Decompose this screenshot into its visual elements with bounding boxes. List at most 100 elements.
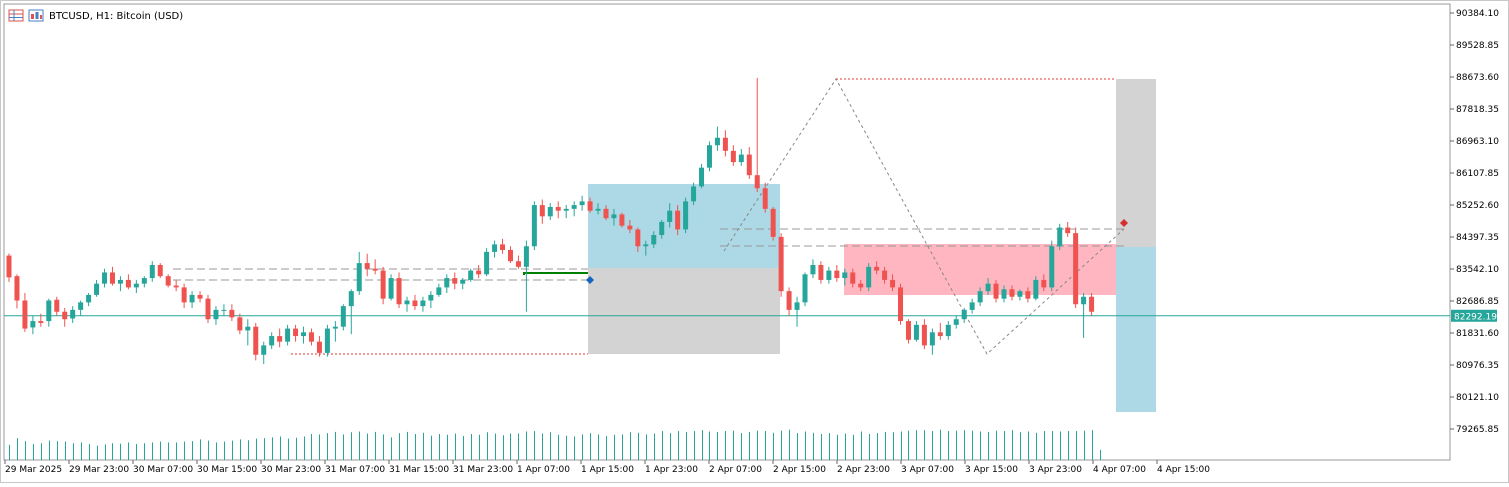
candle[interactable] xyxy=(332,321,338,342)
candle[interactable] xyxy=(420,296,426,312)
candle[interactable] xyxy=(149,261,155,282)
candle[interactable] xyxy=(993,279,999,303)
candle[interactable] xyxy=(603,205,609,221)
candle[interactable] xyxy=(1009,285,1015,301)
candle[interactable] xyxy=(1073,227,1079,308)
candle[interactable] xyxy=(754,77,760,193)
candle[interactable] xyxy=(762,182,768,213)
candle[interactable] xyxy=(205,294,211,323)
candle[interactable] xyxy=(706,141,712,172)
candle[interactable] xyxy=(794,296,800,327)
candle[interactable] xyxy=(253,322,259,361)
candle[interactable] xyxy=(86,293,92,307)
candle[interactable] xyxy=(444,274,450,294)
candle[interactable] xyxy=(277,328,283,348)
candle[interactable] xyxy=(746,147,752,179)
candle[interactable] xyxy=(492,240,498,258)
candle[interactable] xyxy=(30,315,36,335)
candle[interactable] xyxy=(1041,274,1047,292)
candle[interactable] xyxy=(1057,223,1063,250)
candle[interactable] xyxy=(555,201,561,219)
candle[interactable] xyxy=(770,206,776,241)
candle[interactable] xyxy=(412,294,418,310)
candle[interactable] xyxy=(62,307,68,327)
candle[interactable] xyxy=(929,328,935,355)
candle[interactable] xyxy=(324,324,330,357)
candle[interactable] xyxy=(117,276,123,292)
candle[interactable] xyxy=(937,322,943,340)
candle[interactable] xyxy=(571,201,577,217)
candlesticks[interactable] xyxy=(6,77,1095,365)
candle[interactable] xyxy=(1001,285,1007,303)
candle[interactable] xyxy=(850,268,856,288)
candle[interactable] xyxy=(531,201,537,250)
candle[interactable] xyxy=(834,264,840,282)
candle[interactable] xyxy=(890,274,896,292)
candle[interactable] xyxy=(460,278,466,290)
candle[interactable] xyxy=(428,291,434,308)
candle[interactable] xyxy=(293,324,299,342)
candle[interactable] xyxy=(675,205,681,236)
candle[interactable] xyxy=(539,199,545,224)
candle[interactable] xyxy=(245,319,251,346)
candle[interactable] xyxy=(14,274,20,309)
candle[interactable] xyxy=(683,197,689,234)
candle[interactable] xyxy=(691,182,697,206)
candle[interactable] xyxy=(977,287,983,307)
candle[interactable] xyxy=(667,203,673,228)
candle[interactable] xyxy=(515,255,521,269)
candle[interactable] xyxy=(380,266,386,305)
candle[interactable] xyxy=(866,263,872,292)
candle[interactable] xyxy=(635,227,641,252)
candle[interactable] xyxy=(70,306,76,323)
candle[interactable] xyxy=(882,266,888,284)
candle[interactable] xyxy=(141,276,147,288)
candle[interactable] xyxy=(1049,240,1055,292)
candle[interactable] xyxy=(213,306,219,325)
candle[interactable] xyxy=(969,298,975,314)
candle[interactable] xyxy=(316,336,322,357)
candle[interactable] xyxy=(109,266,115,286)
candle[interactable] xyxy=(699,163,705,189)
candle[interactable] xyxy=(643,240,649,256)
candle[interactable] xyxy=(738,148,744,166)
candle[interactable] xyxy=(356,251,362,295)
candle[interactable] xyxy=(436,283,442,297)
chart-icon[interactable] xyxy=(28,9,44,22)
candle[interactable] xyxy=(133,279,139,294)
candle[interactable] xyxy=(372,259,378,275)
candle[interactable] xyxy=(181,283,187,308)
candle[interactable] xyxy=(1065,221,1071,237)
candle[interactable] xyxy=(221,304,227,316)
candle[interactable] xyxy=(388,274,394,301)
candle[interactable] xyxy=(627,220,633,234)
candle[interactable] xyxy=(818,261,824,284)
candle[interactable] xyxy=(611,208,617,226)
candle[interactable] xyxy=(468,268,474,282)
candle[interactable] xyxy=(921,319,927,350)
candle[interactable] xyxy=(78,300,84,316)
time-axis[interactable]: 29 Mar 2025 29 Mar 23:00 30 Mar 07:00 30 Ma… xyxy=(4,460,1210,475)
candle[interactable] xyxy=(308,328,314,346)
candle[interactable] xyxy=(953,315,959,329)
candle[interactable] xyxy=(229,304,235,322)
candle[interactable] xyxy=(54,296,60,316)
candle[interactable] xyxy=(1081,293,1087,338)
candle[interactable] xyxy=(898,283,904,325)
candle[interactable] xyxy=(1017,289,1023,301)
candle[interactable] xyxy=(6,253,12,282)
candle[interactable] xyxy=(1089,293,1095,316)
candle[interactable] xyxy=(1025,287,1031,303)
candle[interactable] xyxy=(619,212,625,228)
candle[interactable] xyxy=(94,279,100,297)
candle[interactable] xyxy=(651,231,657,249)
candle[interactable] xyxy=(778,233,784,297)
candle[interactable] xyxy=(189,291,195,308)
candle[interactable] xyxy=(301,326,307,344)
candle[interactable] xyxy=(125,274,131,290)
candle[interactable] xyxy=(579,195,585,211)
candle[interactable] xyxy=(452,272,458,290)
price-axis[interactable]: 90384.10 89528.85 88673.60 87818.35 86963.10… xyxy=(1450,9,1499,435)
candle[interactable] xyxy=(340,304,346,331)
candle[interactable] xyxy=(396,272,402,308)
